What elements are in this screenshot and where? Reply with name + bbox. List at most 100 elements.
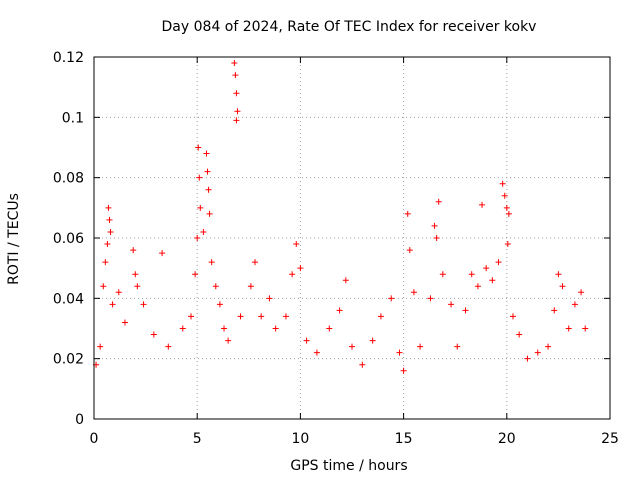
- data-point: [195, 144, 202, 151]
- data-point: [404, 210, 411, 217]
- axis-ticks: 0 0.02 0.04 0.06 0.08 0.1 0.12 0 5 10 15 20 25: [53, 50, 619, 447]
- data-point: [289, 271, 296, 278]
- data-point: [509, 313, 516, 320]
- data-point: [130, 247, 137, 254]
- grid: [94, 57, 610, 419]
- data-point: [377, 313, 384, 320]
- x-axis-label: GPS time / hours: [290, 458, 407, 474]
- data-point: [297, 265, 304, 272]
- data-point: [303, 337, 310, 344]
- y-tick-label: 0: [75, 412, 84, 428]
- data-point: [132, 271, 139, 278]
- data-point: [97, 343, 104, 350]
- y-tick-label: 0.08: [53, 171, 84, 187]
- data-point: [233, 117, 240, 124]
- data-point: [165, 343, 172, 350]
- data-point: [251, 259, 258, 266]
- data-point: [140, 301, 147, 308]
- data-point: [503, 204, 510, 211]
- data-point: [468, 271, 475, 278]
- data-point: [396, 349, 403, 356]
- data-point: [159, 250, 166, 257]
- data-point: [499, 180, 506, 187]
- data-point: [204, 168, 211, 175]
- data-point: [400, 367, 407, 374]
- data-point: [410, 289, 417, 296]
- data-point: [258, 313, 265, 320]
- data-point: [388, 295, 395, 302]
- data-point: [282, 313, 289, 320]
- x-tick-label: 20: [498, 431, 516, 447]
- data-point: [206, 210, 213, 217]
- data-point: [115, 289, 122, 296]
- y-tick-label: 0.04: [53, 291, 84, 307]
- data-point: [431, 222, 438, 229]
- data-point: [233, 90, 240, 97]
- data-point: [134, 283, 141, 290]
- data-point: [504, 241, 511, 248]
- plot-frame: [93, 56, 611, 420]
- data-points: [93, 60, 589, 374]
- data-point: [501, 192, 508, 199]
- data-point: [107, 228, 114, 235]
- data-point: [559, 283, 566, 290]
- data-point: [406, 247, 413, 254]
- data-point: [489, 277, 496, 284]
- x-tick-label: 0: [90, 431, 99, 447]
- chart-title: Day 084 of 2024, Rate Of TEC Index for r…: [162, 19, 537, 35]
- data-point: [205, 186, 212, 193]
- y-tick-label: 0.06: [53, 231, 84, 247]
- data-point: [516, 331, 523, 338]
- data-point: [336, 307, 343, 314]
- y-axis-label: ROTI / TECUs: [6, 193, 22, 285]
- x-tick-label: 15: [395, 431, 413, 447]
- data-point: [237, 313, 244, 320]
- y-tick-label: 0.1: [62, 110, 84, 126]
- data-point: [369, 337, 376, 344]
- data-point: [221, 325, 228, 332]
- data-point: [534, 349, 541, 356]
- data-point: [349, 343, 355, 350]
- data-point: [454, 343, 461, 350]
- data-point: [448, 301, 455, 308]
- data-point: [505, 210, 512, 217]
- data-point: [551, 307, 558, 314]
- data-point: [578, 289, 585, 296]
- data-point: [109, 301, 116, 308]
- data-point: [216, 301, 223, 308]
- data-point: [266, 295, 273, 302]
- data-point: [231, 60, 238, 67]
- data-point: [212, 283, 219, 290]
- data-point: [102, 259, 109, 266]
- x-tick-label: 5: [193, 431, 202, 447]
- data-point: [225, 337, 232, 344]
- data-point: [208, 259, 215, 266]
- data-point: [247, 283, 254, 290]
- data-point: [359, 361, 366, 368]
- data-point: [194, 235, 201, 241]
- data-point: [179, 325, 186, 332]
- data-point: [545, 343, 552, 350]
- data-point: [479, 201, 486, 208]
- y-tick-label: 0.02: [53, 352, 84, 368]
- data-point: [427, 295, 434, 302]
- data-point: [293, 241, 300, 248]
- x-tick-label: 25: [601, 431, 619, 447]
- data-point: [342, 277, 349, 284]
- data-point: [192, 271, 199, 278]
- data-point: [524, 355, 531, 362]
- data-point: [433, 235, 440, 241]
- data-point: [232, 72, 239, 79]
- data-point: [200, 228, 207, 235]
- data-point: [121, 319, 128, 326]
- data-point: [104, 241, 111, 248]
- data-point: [106, 216, 113, 223]
- data-point: [474, 283, 481, 290]
- data-point: [234, 108, 241, 115]
- data-point: [197, 204, 204, 211]
- data-point: [462, 307, 469, 314]
- data-point: [582, 325, 589, 332]
- data-point: [105, 204, 112, 211]
- data-point: [417, 343, 424, 350]
